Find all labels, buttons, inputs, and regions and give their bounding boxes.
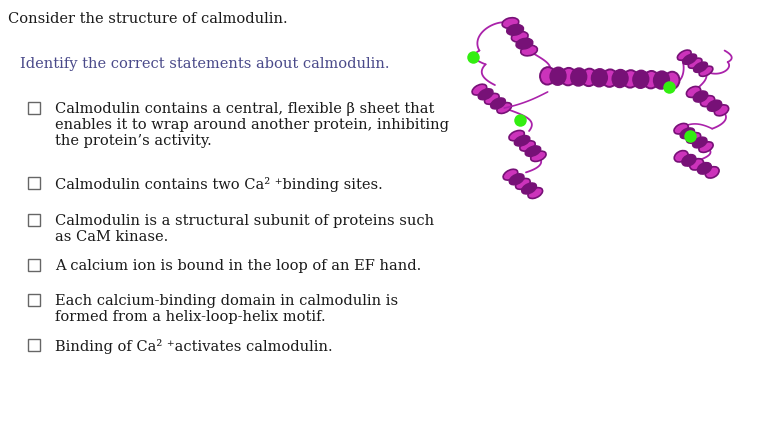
- Ellipse shape: [521, 45, 537, 56]
- Ellipse shape: [623, 70, 638, 88]
- Ellipse shape: [478, 89, 493, 99]
- Ellipse shape: [697, 163, 712, 174]
- Ellipse shape: [516, 38, 533, 49]
- Ellipse shape: [540, 67, 556, 84]
- Ellipse shape: [516, 179, 530, 189]
- Ellipse shape: [550, 68, 565, 85]
- Ellipse shape: [497, 103, 512, 114]
- Ellipse shape: [687, 87, 701, 97]
- Ellipse shape: [571, 68, 587, 86]
- Ellipse shape: [688, 58, 702, 69]
- Bar: [28, 177, 40, 189]
- Ellipse shape: [682, 155, 696, 166]
- Ellipse shape: [484, 93, 499, 104]
- Ellipse shape: [581, 69, 597, 86]
- Ellipse shape: [472, 84, 487, 95]
- Ellipse shape: [693, 91, 708, 102]
- Ellipse shape: [502, 18, 519, 28]
- Ellipse shape: [693, 137, 707, 148]
- Text: as CaM kinase.: as CaM kinase.: [55, 230, 168, 244]
- Ellipse shape: [674, 151, 688, 162]
- Text: Identify the correct statements about calmodulin.: Identify the correct statements about ca…: [20, 57, 390, 71]
- Ellipse shape: [693, 62, 708, 72]
- Ellipse shape: [687, 133, 701, 143]
- Bar: [28, 259, 40, 271]
- Ellipse shape: [707, 100, 721, 111]
- Ellipse shape: [700, 95, 715, 107]
- Ellipse shape: [528, 188, 543, 198]
- Text: Calmodulin contains two Ca² ⁺binding sites.: Calmodulin contains two Ca² ⁺binding sit…: [55, 177, 383, 192]
- Ellipse shape: [699, 142, 713, 152]
- Text: enables it to wrap around another protein, inhibiting: enables it to wrap around another protei…: [55, 118, 449, 132]
- Text: Each calcium-binding domain in calmodulin is: Each calcium-binding domain in calmoduli…: [55, 294, 398, 308]
- Ellipse shape: [592, 69, 607, 87]
- Text: Calmodulin contains a central, flexible β sheet that: Calmodulin contains a central, flexible …: [55, 102, 435, 116]
- Ellipse shape: [643, 71, 659, 88]
- Ellipse shape: [674, 123, 688, 134]
- Bar: [28, 214, 40, 226]
- Text: formed from a helix-loop-helix motif.: formed from a helix-loop-helix motif.: [55, 310, 326, 324]
- Text: the protein’s activity.: the protein’s activity.: [55, 134, 212, 148]
- Ellipse shape: [664, 72, 680, 89]
- Bar: [28, 294, 40, 306]
- Ellipse shape: [612, 70, 628, 87]
- Ellipse shape: [520, 141, 535, 151]
- Text: Binding of Ca² ⁺activates calmodulin.: Binding of Ca² ⁺activates calmodulin.: [55, 339, 332, 354]
- Ellipse shape: [602, 69, 618, 87]
- Ellipse shape: [633, 71, 649, 88]
- Text: Consider the structure of calmodulin.: Consider the structure of calmodulin.: [8, 12, 288, 26]
- Ellipse shape: [715, 105, 729, 116]
- Ellipse shape: [699, 66, 713, 76]
- Ellipse shape: [706, 167, 719, 178]
- Ellipse shape: [525, 146, 540, 156]
- Text: Calmodulin is a structural subunit of proteins such: Calmodulin is a structural subunit of pr…: [55, 214, 434, 228]
- Ellipse shape: [503, 169, 518, 180]
- Ellipse shape: [515, 136, 530, 146]
- Ellipse shape: [509, 130, 525, 141]
- Ellipse shape: [509, 174, 524, 185]
- Ellipse shape: [491, 98, 506, 109]
- Text: A calcium ion is bound in the loop of an EF hand.: A calcium ion is bound in the loop of an…: [55, 259, 421, 273]
- Ellipse shape: [690, 159, 703, 170]
- Bar: [28, 339, 40, 351]
- Ellipse shape: [678, 50, 691, 60]
- Ellipse shape: [531, 151, 546, 161]
- Ellipse shape: [522, 183, 537, 194]
- Ellipse shape: [681, 128, 694, 139]
- Bar: [28, 102, 40, 114]
- Ellipse shape: [506, 25, 523, 35]
- Ellipse shape: [683, 54, 696, 64]
- Ellipse shape: [512, 31, 528, 42]
- Ellipse shape: [654, 71, 669, 89]
- Ellipse shape: [561, 68, 576, 85]
